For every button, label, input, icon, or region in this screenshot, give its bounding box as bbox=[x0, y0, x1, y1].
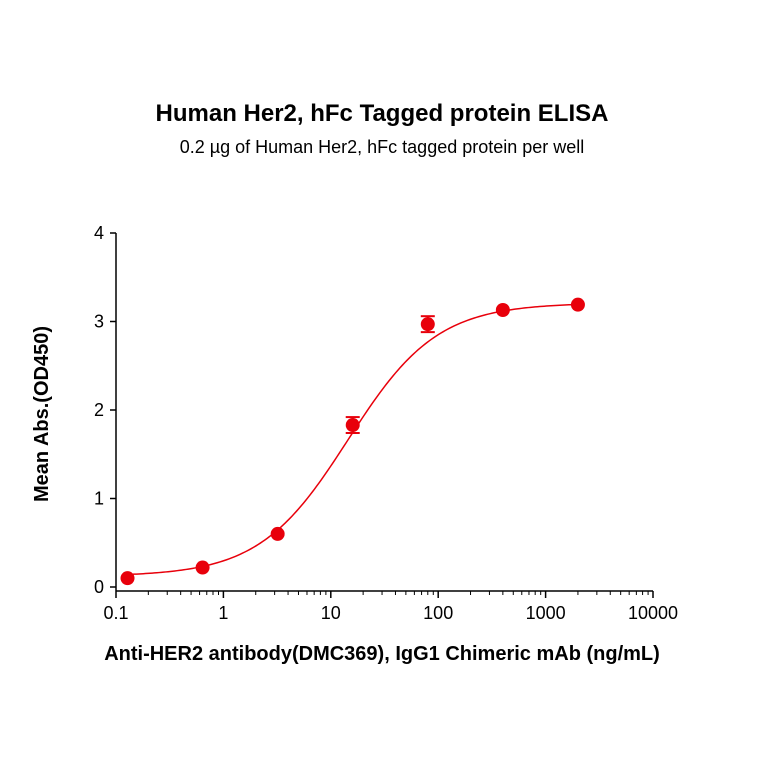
fit-curve bbox=[127, 303, 578, 576]
y-tick-label: 4 bbox=[94, 223, 104, 243]
y-tick-label: 3 bbox=[94, 312, 104, 332]
chart-title: Human Her2, hFc Tagged protein ELISA bbox=[155, 100, 609, 127]
data-point bbox=[420, 317, 435, 332]
data-point bbox=[195, 560, 210, 575]
x-tick-label: 1 bbox=[218, 603, 228, 623]
x-tick-label: 10 bbox=[321, 603, 341, 623]
chart-subtitle: 0.2 µg of Human Her2, hFc tagged protein… bbox=[179, 137, 585, 157]
x-tick-label: 100 bbox=[423, 603, 453, 623]
x-tick-label: 1000 bbox=[526, 603, 566, 623]
x-tick-label: 0.1 bbox=[103, 603, 128, 623]
data-point bbox=[495, 302, 510, 317]
x-axis-label: Anti-HER2 antibody(DMC369), IgG1 Chimeri… bbox=[104, 643, 660, 665]
y-axis-label: Mean Abs.(OD450) bbox=[31, 326, 53, 502]
data-point bbox=[345, 418, 360, 433]
y-tick-label: 1 bbox=[94, 489, 104, 509]
data-point bbox=[570, 297, 585, 312]
x-tick-label: 10000 bbox=[628, 603, 678, 623]
data-point bbox=[270, 526, 285, 541]
data-point bbox=[120, 571, 135, 586]
y-tick-label: 2 bbox=[94, 400, 104, 420]
y-tick-label: 0 bbox=[94, 577, 104, 597]
